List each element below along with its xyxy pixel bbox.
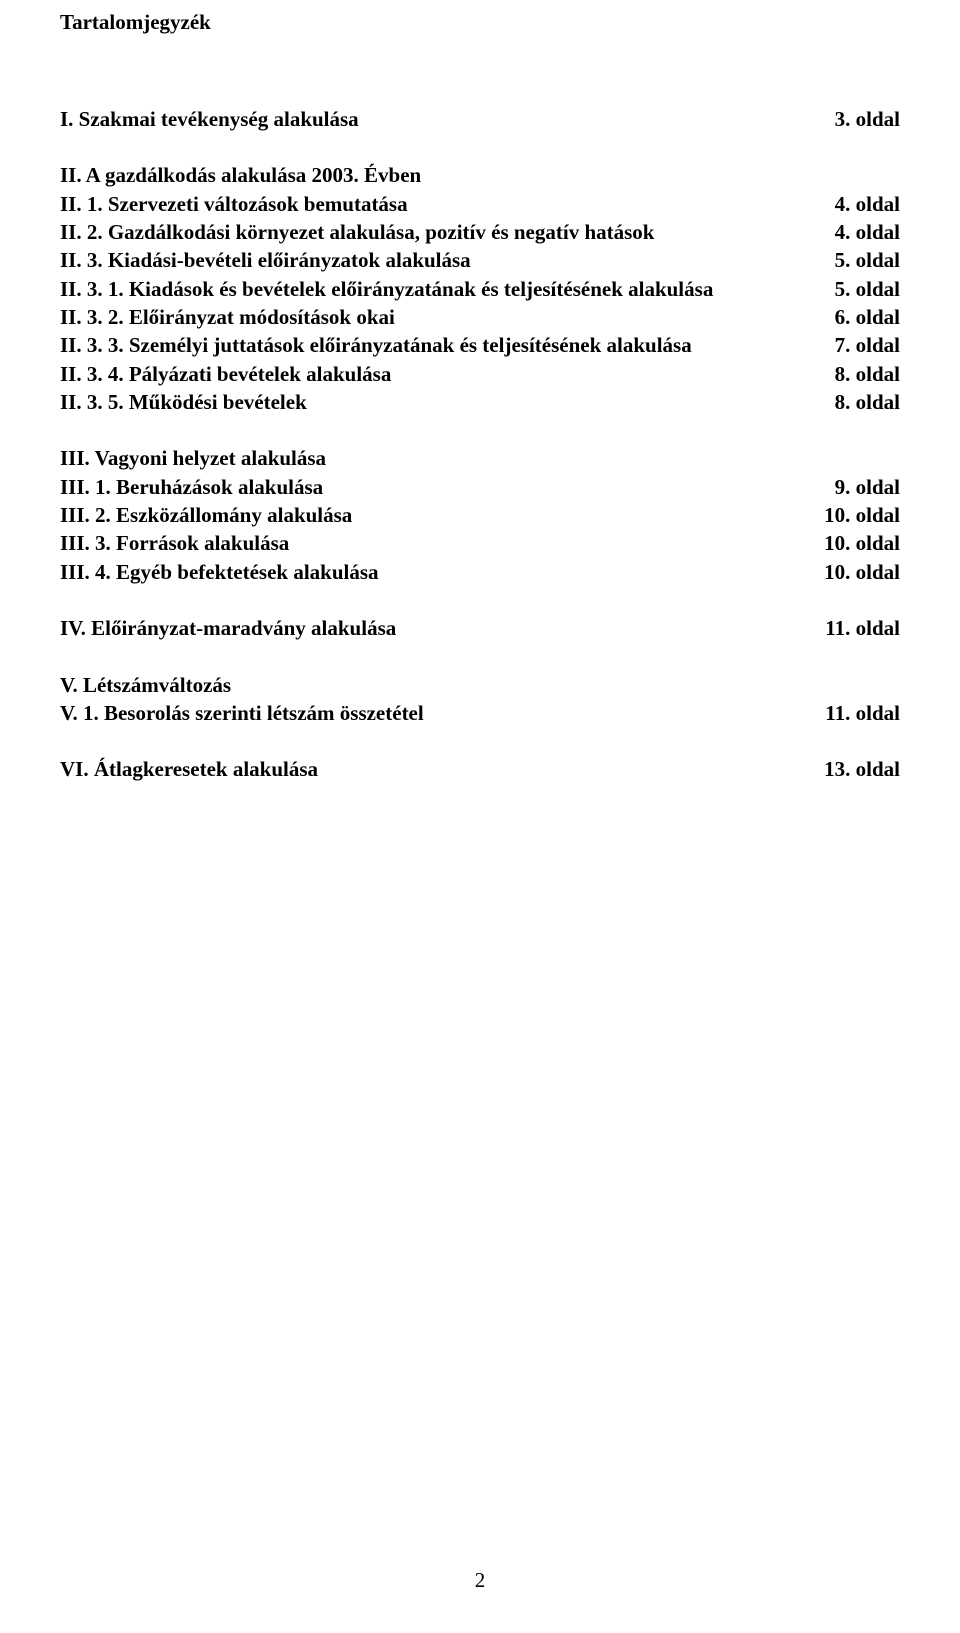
toc-entry: II. 1. Szervezeti változások bemutatása	[60, 190, 408, 218]
toc-page-ref: 4. oldal	[815, 190, 900, 218]
toc-row: II. 3. 2. Előirányzat módosítások okai 6.…	[60, 303, 900, 331]
toc-entry: VI. Átlagkeresetek alakulása	[60, 755, 318, 783]
section-gap	[60, 133, 900, 161]
toc-page-ref: 6. oldal	[815, 303, 900, 331]
toc-entry: II. A gazdálkodás alakulása 2003. Évben	[60, 161, 421, 189]
toc-row: III. 2. Eszközállomány alakulása 10. olda…	[60, 501, 900, 529]
toc-page-ref: 3. oldal	[815, 105, 900, 133]
toc-entry: II. 3. 2. Előirányzat módosítások okai	[60, 303, 395, 331]
toc-entry: V. 1. Besorolás szerinti létszám összeté…	[60, 699, 424, 727]
toc-row: II. 3. 1. Kiadások és bevételek előirány…	[60, 275, 900, 303]
toc-row: II. 3. Kiadási-bevételi előirányzatok al…	[60, 246, 900, 274]
toc-page-ref: 8. oldal	[815, 360, 900, 388]
document-page: Tartalomjegyzék I. Szakmai tevékenység a…	[0, 0, 960, 1633]
toc-page-ref: 5. oldal	[815, 275, 900, 303]
toc-entry: II. 3. 3. Személyi juttatások előirányza…	[60, 331, 692, 359]
toc-row: III. 1. Beruházások alakulása 9. oldal	[60, 473, 900, 501]
toc-row: III. 4. Egyéb befektetések alakulása 10. …	[60, 558, 900, 586]
section-gap	[60, 586, 900, 614]
toc-page-ref: 4. oldal	[815, 218, 900, 246]
toc-row: V. 1. Besorolás szerinti létszám összeté…	[60, 699, 900, 727]
toc-entry: IV. Előirányzat-maradvány alakulása	[60, 614, 396, 642]
toc-title: Tartalomjegyzék	[60, 10, 900, 35]
toc-entry: V. Létszámváltozás	[60, 671, 231, 699]
section-gap	[60, 727, 900, 755]
section-gap	[60, 784, 900, 812]
toc-row: I. Szakmai tevékenység alakulása 3. oldal	[60, 105, 900, 133]
toc-page-ref: 10. oldal	[804, 529, 900, 557]
toc-container: I. Szakmai tevékenység alakulása 3. oldal…	[60, 105, 900, 812]
toc-page-ref: 13. oldal	[804, 755, 900, 783]
toc-page-ref: 10. oldal	[804, 558, 900, 586]
toc-row: IV. Előirányzat-maradvány alakulása 11. o…	[60, 614, 900, 642]
section-gap	[60, 416, 900, 444]
toc-row: II. 3. 4. Pályázati bevételek alakulása 8…	[60, 360, 900, 388]
page-number: 2	[0, 1568, 960, 1593]
toc-row: II. 1. Szervezeti változások bemutatása 4…	[60, 190, 900, 218]
toc-page-ref: 11. oldal	[805, 699, 900, 727]
toc-page-ref: 11. oldal	[805, 614, 900, 642]
toc-entry: II. 3. 1. Kiadások és bevételek előirány…	[60, 275, 713, 303]
toc-page-ref: 5. oldal	[815, 246, 900, 274]
toc-page-ref: 9. oldal	[815, 473, 900, 501]
toc-row: III. 3. Források alakulása 10. oldal	[60, 529, 900, 557]
toc-row: II. 3. 5. Működési bevételek 8. oldal	[60, 388, 900, 416]
toc-row: VI. Átlagkeresetek alakulása 13. oldal	[60, 755, 900, 783]
toc-entry: III. 3. Források alakulása	[60, 529, 289, 557]
toc-entry: I. Szakmai tevékenység alakulása	[60, 105, 359, 133]
toc-entry: II. 3. Kiadási-bevételi előirányzatok al…	[60, 246, 471, 274]
toc-entry: II. 3. 5. Működési bevételek	[60, 388, 307, 416]
toc-row: II. 2. Gazdálkodási környezet alakulása,…	[60, 218, 900, 246]
toc-entry: III. Vagyoni helyzet alakulása	[60, 444, 326, 472]
toc-entry: III. 4. Egyéb befektetések alakulása	[60, 558, 379, 586]
toc-page-ref: 10. oldal	[804, 501, 900, 529]
toc-row: II. 3. 3. Személyi juttatások előirányza…	[60, 331, 900, 359]
section-gap	[60, 643, 900, 671]
toc-page-ref: 7. oldal	[815, 331, 900, 359]
toc-entry: III. 1. Beruházások alakulása	[60, 473, 323, 501]
toc-row: III. Vagyoni helyzet alakulása	[60, 444, 900, 472]
toc-page-ref: 8. oldal	[815, 388, 900, 416]
toc-entry: II. 2. Gazdálkodási környezet alakulása,…	[60, 218, 654, 246]
toc-entry: III. 2. Eszközállomány alakulása	[60, 501, 352, 529]
toc-row: II. A gazdálkodás alakulása 2003. Évben	[60, 161, 900, 189]
toc-row: V. Létszámváltozás	[60, 671, 900, 699]
toc-entry: II. 3. 4. Pályázati bevételek alakulása	[60, 360, 391, 388]
